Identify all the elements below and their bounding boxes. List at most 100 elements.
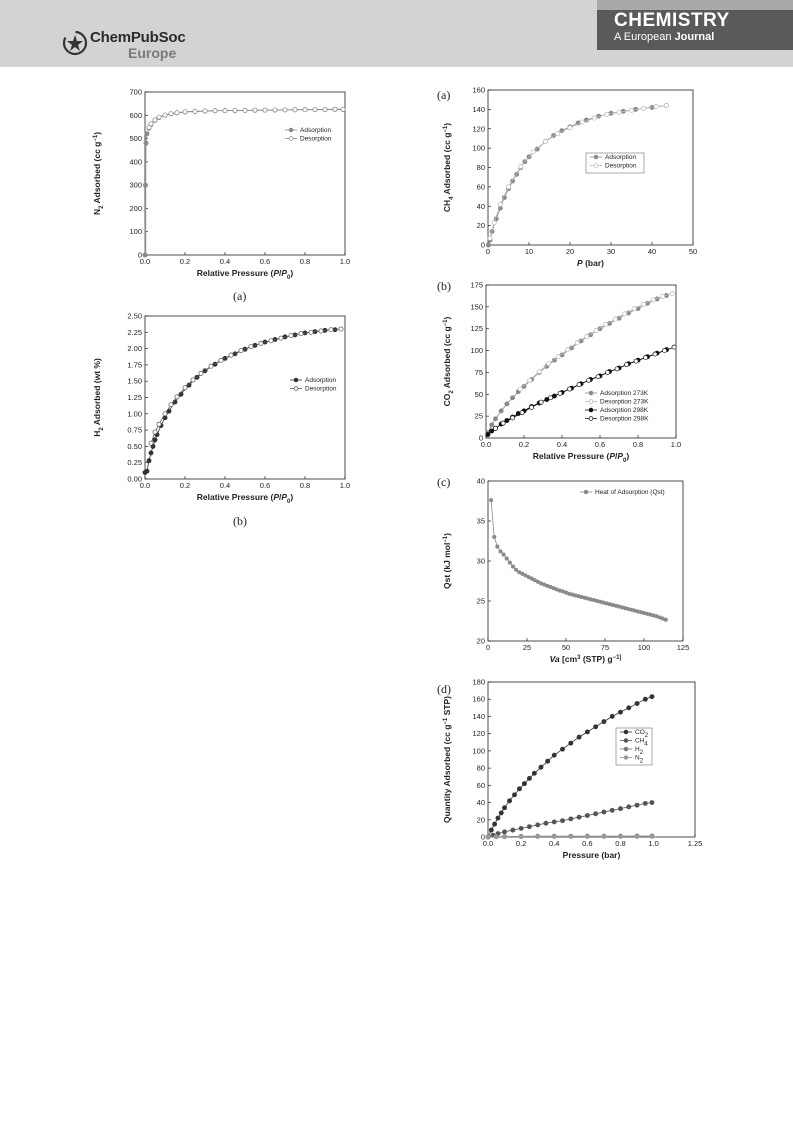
x-tick-label: 1.25 xyxy=(688,839,703,848)
legend-swatch-marker xyxy=(288,127,294,133)
legend: Adsorption Desorption xyxy=(290,377,337,393)
legend: Heat of Adsorption (Qst) xyxy=(580,489,665,496)
data-point xyxy=(248,344,254,350)
data-point xyxy=(521,781,527,787)
data-point xyxy=(495,815,501,821)
legend-label: Desorption 298K xyxy=(600,416,649,423)
legend-swatch-marker xyxy=(623,738,629,743)
y-tick-label: 40 xyxy=(477,202,485,211)
data-point xyxy=(584,834,590,839)
legend-box xyxy=(615,727,653,766)
legend-label: Heat of Adsorption (Qst) xyxy=(595,489,665,496)
data-point xyxy=(529,576,534,581)
data-point xyxy=(560,746,565,752)
series-line xyxy=(487,696,653,838)
legend-swatch-marker xyxy=(588,399,594,404)
y-tick-label: 1.50 xyxy=(127,377,142,386)
data-point xyxy=(498,408,504,414)
data-point xyxy=(557,390,563,396)
x-tick-label: 0.6 xyxy=(260,257,270,266)
data-point xyxy=(502,829,508,835)
data-point xyxy=(162,411,168,417)
data-point xyxy=(531,770,537,776)
data-point xyxy=(642,696,648,702)
data-point xyxy=(148,450,154,456)
data-point xyxy=(492,534,497,540)
chempubsoc-star-icon xyxy=(62,30,88,56)
legend-box xyxy=(585,152,645,174)
legend-swatch-marker xyxy=(593,154,599,160)
data-point xyxy=(258,340,264,346)
y-axis-label: H2 Adsorbed (wt %) xyxy=(92,358,105,437)
data-point xyxy=(535,579,540,584)
data-point xyxy=(318,328,324,334)
legend-swatch-marker xyxy=(293,386,299,391)
data-point xyxy=(584,334,590,340)
data-point xyxy=(614,366,620,372)
data-point xyxy=(517,786,522,792)
x-tick-label: 0.0 xyxy=(481,440,491,449)
data-point xyxy=(298,331,304,337)
data-point xyxy=(543,820,549,826)
x-tick-label: 0.6 xyxy=(595,440,605,449)
data-point xyxy=(492,821,498,827)
data-point xyxy=(517,386,523,392)
data-point xyxy=(650,297,656,303)
data-point xyxy=(669,291,675,297)
data-point xyxy=(629,107,634,113)
data-point xyxy=(612,316,618,322)
y-tick-label: 2.25 xyxy=(127,328,142,337)
data-point xyxy=(538,764,544,770)
data-point xyxy=(500,420,506,426)
data-point xyxy=(523,573,528,578)
data-point xyxy=(507,560,512,565)
legend-label: Desorption 273K xyxy=(600,399,649,406)
data-point xyxy=(148,440,154,446)
x-axis-label: Va [cm3 (STP) g−1] xyxy=(550,654,622,664)
data-point xyxy=(641,105,647,111)
y-tick-label: 0 xyxy=(138,251,142,260)
y-tick-label: 2.50 xyxy=(127,312,142,321)
x-tick-label: 0.4 xyxy=(220,257,230,266)
series-desorption xyxy=(146,106,346,130)
data-point xyxy=(609,807,615,813)
data-point xyxy=(618,833,623,839)
journal-subtitle-b: Journal xyxy=(674,31,715,43)
x-tick-label: 100 xyxy=(638,643,651,652)
data-point xyxy=(568,740,574,746)
y-tick-label: 20 xyxy=(477,815,485,824)
data-point xyxy=(653,104,659,109)
y-axis-label: N2 Adsorbed (cc g−1) xyxy=(92,132,105,215)
publisher-sub: Europe xyxy=(128,45,177,61)
data-point xyxy=(514,567,519,572)
legend-label: CO2 xyxy=(635,729,649,739)
x-tick-label: 1.0 xyxy=(340,481,350,490)
data-point xyxy=(551,819,557,825)
data-point xyxy=(485,432,491,437)
data-point xyxy=(242,107,248,113)
data-point xyxy=(228,352,234,358)
x-axis-label: Pressure (bar) xyxy=(563,850,621,860)
data-point xyxy=(532,578,537,583)
data-point xyxy=(560,818,565,824)
data-point xyxy=(616,109,622,115)
legend-swatch-marker xyxy=(623,746,629,752)
data-point xyxy=(174,394,180,400)
gas-comparison-chart: 0.0 0.2 0.4 0.6 0.8 1.0 1.25 0 20 40 60 80 100 120 140… xyxy=(442,678,703,861)
data-point xyxy=(584,729,590,735)
x-tick-label: 0.8 xyxy=(615,839,625,848)
data-point xyxy=(576,382,582,388)
y-tick-label: 400 xyxy=(129,157,142,166)
series-desorption xyxy=(148,326,344,446)
y-tick-label: 0.25 xyxy=(127,458,142,467)
data-point xyxy=(592,115,598,121)
data-point xyxy=(649,800,655,806)
series-desorption-273k xyxy=(517,291,675,392)
y-tick-label: 0 xyxy=(481,241,485,250)
data-point xyxy=(518,825,524,831)
legend-swatch-marker xyxy=(588,416,594,421)
plot-frame xyxy=(487,681,696,838)
data-point xyxy=(618,806,623,812)
data-point xyxy=(192,108,198,114)
legend-swatch-marker xyxy=(588,390,594,396)
